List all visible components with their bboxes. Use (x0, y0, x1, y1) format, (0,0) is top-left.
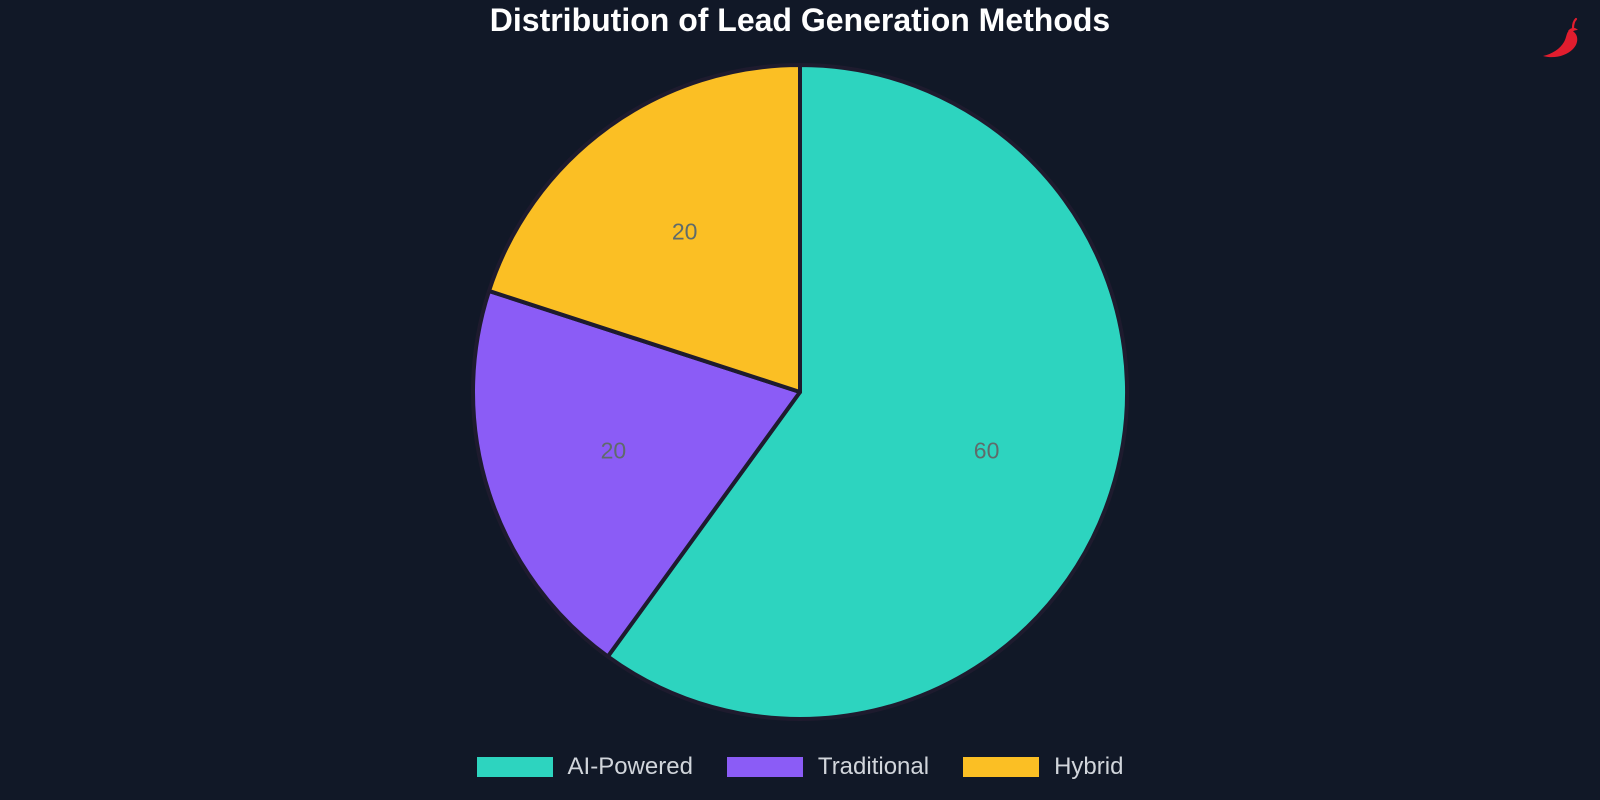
legend-swatch-traditional (726, 757, 803, 777)
pie-slice-ai-powered[interactable] (605, 63, 1129, 721)
slice-label-traditional: 20 (601, 438, 627, 464)
legend-item-traditional[interactable]: Traditional (726, 753, 930, 781)
pie-slice-hybrid[interactable] (487, 63, 802, 394)
legend-label-traditional: Traditional (817, 753, 930, 780)
legend-item-ai-powered[interactable]: AI-Powered (476, 753, 693, 781)
slice-label-hybrid: 20 (672, 218, 698, 244)
slice-label-ai-powered: 60 (974, 438, 1000, 464)
legend-item-hybrid[interactable]: Hybrid (963, 753, 1123, 781)
legend-label-ai-powered: AI-Powered (567, 753, 693, 780)
legend: AI-Powered Traditional Hybrid (0, 750, 1600, 784)
legend-swatch-hybrid (963, 757, 1040, 777)
chili-pepper-icon (1543, 17, 1578, 58)
legend-label-hybrid: Hybrid (1054, 753, 1124, 780)
pie-slice-traditional[interactable] (471, 288, 802, 659)
chart-title: Distribution of Lead Generation Methods (489, 2, 1111, 38)
legend-swatch-ai-powered (476, 757, 553, 777)
